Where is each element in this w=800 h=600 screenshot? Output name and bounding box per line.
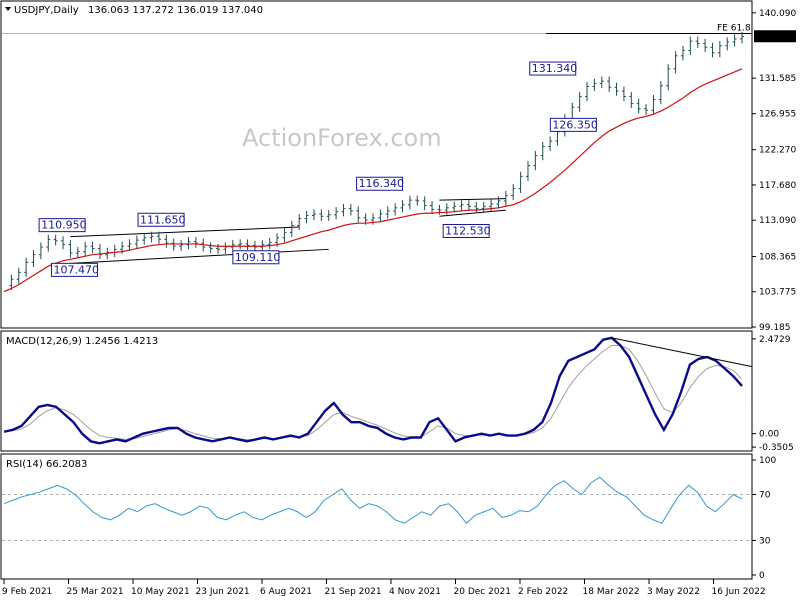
- price-axis-tick-label: 126.955: [759, 110, 796, 120]
- macd-layer: [3, 336, 753, 445]
- price-axis-tick-label: 117.680: [759, 181, 796, 191]
- fib-level-label: FE 61.8: [717, 23, 751, 33]
- macd-axis-tick-label: 2.4729: [759, 335, 791, 345]
- price-layer: FE 100.0FE 61.8110.950107.470111.650109.…: [2, 23, 752, 293]
- last-price-label: 137.040: [757, 32, 794, 42]
- x-axis-tick-label: 20 Dec 2021: [454, 587, 512, 597]
- price-annotation-label: 131.340: [532, 62, 578, 75]
- axis-layer: 140.090 131.585 126.955 122.270 117.680 113.0…: [2, 9, 796, 597]
- price-annotation-label: 116.340: [359, 177, 405, 190]
- price-annotation-box: [529, 61, 577, 76]
- x-axis-tick-label: 10 May 2021: [131, 587, 190, 597]
- price-trendline: [70, 226, 300, 238]
- price-annotation-box: [442, 224, 490, 239]
- price-annotation-label: 126.350: [552, 118, 598, 131]
- rsi-axis-tick-label: 30: [759, 537, 771, 547]
- price-axis-tick-label: 131.585: [759, 74, 796, 84]
- macd-axis-tick-label: 0.00: [759, 430, 779, 440]
- rsi-layer: [2, 476, 752, 541]
- last-price-marker: [754, 30, 796, 43]
- x-axis-tick-label: 6 Aug 2021: [260, 587, 312, 597]
- macd-panel-frame: [0, 330, 753, 452]
- x-axis-tick-label: 9 Feb 2021: [2, 587, 52, 597]
- x-axis-tick-label: 18 Mar 2022: [583, 587, 640, 597]
- x-axis-tick-label: 23 Jun 2021: [196, 587, 250, 597]
- watermark: ActionForex.com: [242, 124, 442, 152]
- dropdown-triangle-icon[interactable]: [5, 7, 11, 11]
- x-axis-tick-label: 3 May 2022: [647, 587, 700, 597]
- price-annotation-box: [356, 176, 404, 191]
- x-axis-tick-label: 16 Jun 2022: [712, 587, 766, 597]
- x-axis-tick-label: 25 Mar 2021: [67, 587, 124, 597]
- macd-trendline: [611, 337, 753, 368]
- rsi-line: [3, 476, 743, 524]
- price-panel-frame: [0, 0, 753, 329]
- rsi-axis-tick-label: 0: [759, 571, 765, 581]
- price-trendline: [439, 209, 506, 217]
- price-annotation-label: 109.110: [235, 251, 281, 264]
- price-annotation-box: [232, 250, 280, 265]
- x-axis-tick-label: 21 Sep 2021: [325, 587, 382, 597]
- price-axis-tick-label: 99.185: [759, 323, 791, 333]
- price-trendline: [70, 248, 329, 264]
- price-annotation-label: 112.530: [445, 225, 491, 238]
- price-annotation-box: [50, 262, 98, 277]
- x-axis-tick-label: 4 Nov 2021: [389, 587, 441, 597]
- price-annotation-box: [38, 218, 86, 233]
- price-axis-tick-label: 103.775: [759, 288, 796, 298]
- moving-average-line: [3, 68, 743, 293]
- rsi-axis-tick-label: 100: [759, 456, 776, 466]
- x-axis-tick-label: 2 Feb 2022: [518, 587, 568, 597]
- price-annotation-label: 107.470: [53, 263, 99, 276]
- price-annotation-box: [137, 212, 185, 227]
- price-axis-tick-label: 113.090: [759, 216, 796, 226]
- price-annotation-label: 110.950: [41, 219, 86, 232]
- price-axis-tick-label: 140.090: [759, 9, 796, 19]
- price-trendline: [439, 198, 506, 201]
- macd-title: MACD(12,26,9) 1.2456 1.4213: [6, 336, 158, 347]
- price-axis-tick-label: 108.365: [759, 252, 796, 262]
- macd-line: [3, 336, 743, 445]
- price-annotation-label: 111.650: [140, 213, 186, 226]
- rsi-title: RSI(14) 66.2083: [6, 459, 87, 470]
- ohlc-readout: 136.063 137.272 136.019 137.040: [88, 5, 263, 16]
- price-annotation-box: [549, 117, 597, 132]
- symbol-timeframe: USDJPY,Daily: [14, 5, 79, 16]
- rsi-panel-frame: [0, 453, 753, 580]
- price-axis-tick-label: 122.270: [759, 146, 796, 156]
- rsi-axis-tick-label: 70: [759, 491, 771, 501]
- macd-axis-tick-label: -0.3505: [759, 443, 794, 453]
